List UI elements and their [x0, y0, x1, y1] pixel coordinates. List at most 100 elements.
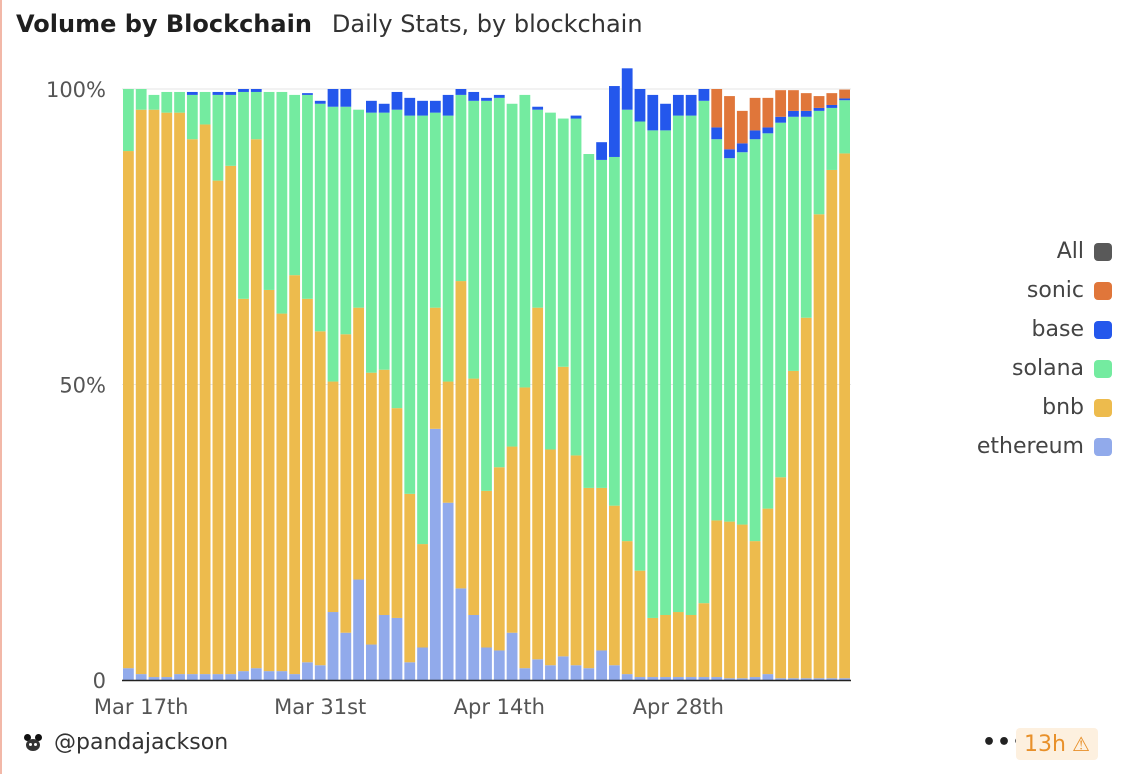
bar-segment-bnb[interactable]	[123, 151, 134, 669]
bar-segment-solana[interactable]	[250, 91, 262, 140]
bar-segment-base[interactable]	[429, 100, 441, 113]
bar-segment-base[interactable]	[749, 130, 761, 140]
legend-item-ethereum[interactable]: ethereum	[977, 427, 1112, 466]
bar-segment-ethereum[interactable]	[711, 677, 723, 680]
bar-segment-bnb[interactable]	[302, 298, 313, 663]
bar-segment-bnb[interactable]	[366, 372, 377, 645]
bar-segment-solana[interactable]	[378, 112, 390, 370]
bar-segment-bnb[interactable]	[762, 508, 774, 675]
bar-segment-ethereum[interactable]	[123, 668, 134, 680]
bar-segment-ethereum[interactable]	[135, 674, 147, 680]
bar-segment-ethereum[interactable]	[353, 579, 364, 680]
legend-item-sonic[interactable]: sonic	[977, 271, 1112, 310]
bar-segment-ethereum[interactable]	[583, 668, 595, 680]
bar-segment-bnb[interactable]	[250, 139, 262, 669]
bar-segment-solana[interactable]	[123, 89, 134, 152]
bar-segment-bnb[interactable]	[647, 617, 659, 678]
bar-segment-bnb[interactable]	[634, 570, 646, 678]
bar-segment-base[interactable]	[378, 103, 390, 113]
bar-segment-solana[interactable]	[634, 121, 646, 571]
bar-segment-ethereum[interactable]	[417, 647, 428, 681]
bar-segment-base[interactable]	[186, 91, 198, 95]
bar-segment-ethereum[interactable]	[762, 674, 774, 680]
bar-segment-ethereum[interactable]	[800, 678, 812, 680]
refresh-age-badge[interactable]: 13h ⚠	[1016, 728, 1098, 760]
bar-segment-bnb[interactable]	[532, 307, 544, 660]
author[interactable]: @pandajackson	[22, 730, 228, 755]
legend-item-all[interactable]: All	[977, 232, 1112, 271]
bar-segment-base[interactable]	[455, 89, 467, 95]
bar-segment-ethereum[interactable]	[698, 677, 710, 680]
bar-segment-bnb[interactable]	[199, 124, 211, 675]
bar-segment-base[interactable]	[609, 86, 620, 157]
bar-segment-base[interactable]	[250, 89, 262, 92]
bar-segment-bnb[interactable]	[174, 112, 185, 675]
bar-segment-bnb[interactable]	[813, 214, 825, 679]
bar-segment-solana[interactable]	[800, 116, 812, 318]
bar-segment-solana[interactable]	[660, 130, 671, 615]
bar-segment-base[interactable]	[481, 97, 492, 101]
bar-segment-ethereum[interactable]	[455, 588, 467, 680]
bar-segment-bnb[interactable]	[327, 381, 339, 613]
bar-segment-ethereum[interactable]	[250, 668, 262, 680]
bar-segment-ethereum[interactable]	[174, 674, 185, 680]
bar-segment-ethereum[interactable]	[506, 632, 518, 680]
bar-segment-bnb[interactable]	[736, 524, 748, 679]
bar-segment-solana[interactable]	[468, 100, 480, 379]
bar-segment-solana[interactable]	[698, 100, 710, 604]
legend-item-base[interactable]: base	[977, 310, 1112, 349]
bar-segment-bnb[interactable]	[775, 477, 787, 679]
bar-segment-ethereum[interactable]	[519, 668, 531, 680]
bar-segment-base[interactable]	[775, 116, 787, 123]
bar-segment-base[interactable]	[493, 94, 505, 98]
bar-segment-bnb[interactable]	[238, 298, 249, 672]
bar-segment-ethereum[interactable]	[225, 674, 237, 680]
bar-segment-sonic[interactable]	[788, 90, 799, 111]
bar-segment-sonic[interactable]	[800, 93, 812, 111]
bar-segment-bnb[interactable]	[609, 505, 620, 666]
bar-segment-bnb[interactable]	[161, 112, 173, 678]
bar-segment-bnb[interactable]	[314, 331, 326, 666]
bar-segment-solana[interactable]	[583, 154, 595, 488]
bar-segment-solana[interactable]	[429, 112, 441, 308]
bar-segment-ethereum[interactable]	[276, 671, 288, 680]
bar-segment-ethereum[interactable]	[429, 428, 441, 680]
bar-segment-solana[interactable]	[174, 91, 185, 113]
bar-segment-base[interactable]	[302, 93, 313, 95]
bar-segment-bnb[interactable]	[263, 289, 275, 672]
bar-segment-ethereum[interactable]	[813, 678, 825, 680]
bar-segment-base[interactable]	[417, 100, 428, 116]
bar-segment-ethereum[interactable]	[378, 614, 390, 680]
bar-segment-bnb[interactable]	[429, 307, 441, 429]
bar-segment-sonic[interactable]	[762, 97, 774, 128]
bar-segment-bnb[interactable]	[826, 169, 838, 679]
bar-segment-solana[interactable]	[736, 152, 748, 525]
bar-segment-sonic[interactable]	[826, 93, 838, 105]
bar-segment-base[interactable]	[391, 91, 403, 110]
bar-segment-solana[interactable]	[455, 94, 467, 282]
bar-segment-ethereum[interactable]	[366, 644, 377, 680]
legend-item-solana[interactable]: solana	[977, 349, 1112, 388]
bar-segment-solana[interactable]	[263, 91, 275, 290]
bar-segment-sonic[interactable]	[813, 96, 825, 108]
bar-segment-ethereum[interactable]	[327, 612, 339, 680]
bar-segment-ethereum[interactable]	[404, 662, 416, 680]
bar-segment-bnb[interactable]	[724, 521, 735, 679]
bar-segment-bnb[interactable]	[442, 381, 454, 503]
bar-segment-solana[interactable]	[749, 139, 761, 542]
bar-segment-solana[interactable]	[404, 115, 416, 494]
bar-segment-base[interactable]	[788, 110, 799, 117]
bar-segment-solana[interactable]	[417, 115, 428, 545]
legend-item-bnb[interactable]: bnb	[977, 388, 1112, 427]
bar-segment-bnb[interactable]	[749, 541, 761, 678]
bar-segment-solana[interactable]	[148, 94, 160, 110]
bar-segment-bnb[interactable]	[135, 109, 147, 675]
bar-segment-sonic[interactable]	[775, 90, 787, 117]
bar-segment-solana[interactable]	[506, 103, 518, 447]
bar-segment-ethereum[interactable]	[199, 674, 211, 680]
bar-segment-ethereum[interactable]	[161, 677, 173, 680]
bar-segment-ethereum[interactable]	[532, 659, 544, 680]
bar-segment-solana[interactable]	[481, 100, 492, 491]
bar-segment-bnb[interactable]	[672, 612, 684, 678]
bar-segment-ethereum[interactable]	[839, 678, 850, 680]
